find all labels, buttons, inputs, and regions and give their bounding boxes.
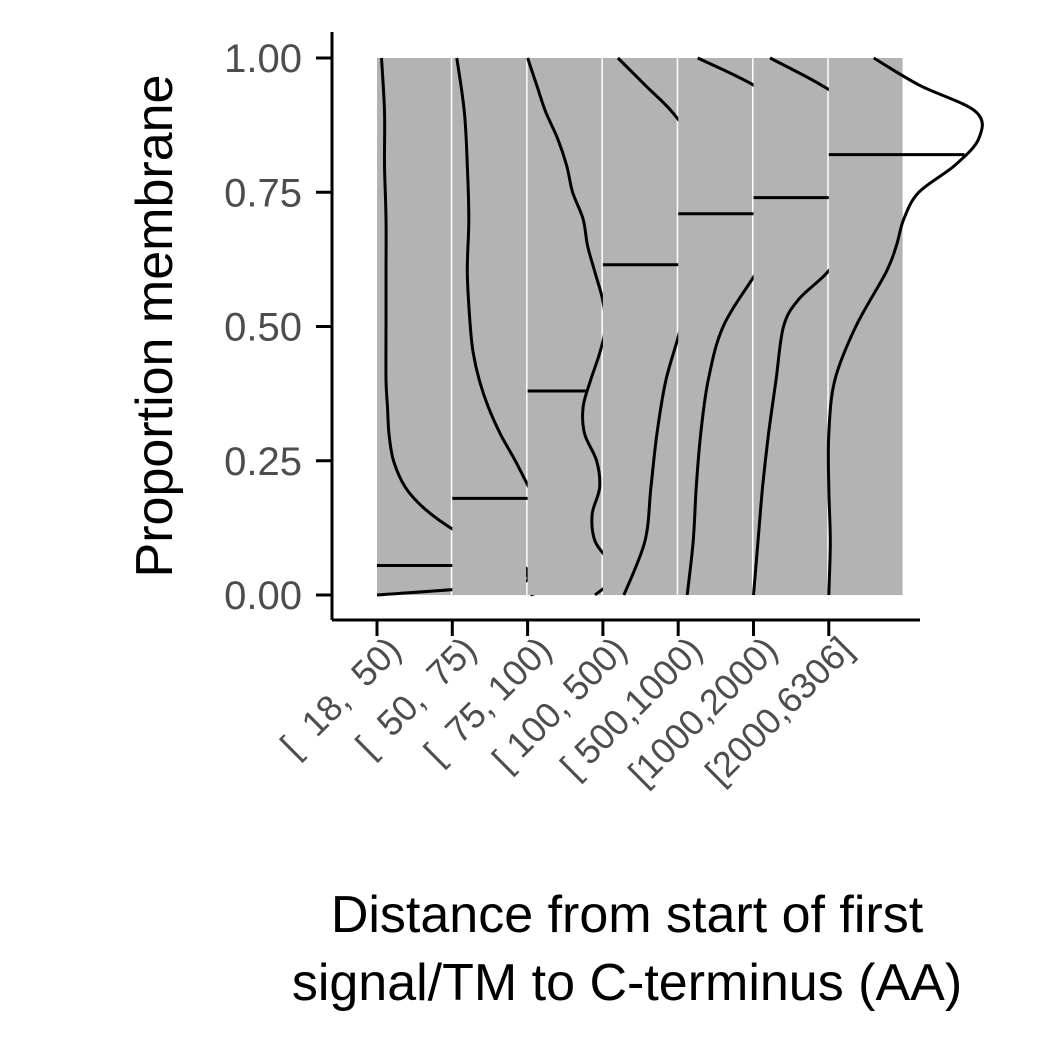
violin-fill (452, 58, 527, 595)
x-ticks: [ 18, 50)[ 50, 75)[ 75, 100)[ 100, 500)[… (272, 620, 860, 794)
violin-group (452, 57, 572, 597)
y-tick-label: 0.50 (224, 306, 302, 350)
violins-layer (376, 56, 984, 597)
x-axis-title-line-1: Distance from start of first (331, 886, 924, 944)
y-tick-label: 0.00 (224, 574, 302, 618)
violin-fill (377, 58, 451, 595)
violin-density-curve (826, 56, 984, 596)
violin-group (752, 56, 885, 596)
violin-fill (602, 58, 677, 595)
violin-fill (527, 58, 602, 595)
violin-group (602, 56, 701, 596)
y-ticks: 0.00 0.25 0.50 0.75 1.00 (224, 37, 332, 618)
y-tick-label: 0.25 (224, 440, 302, 484)
violin-fill (678, 58, 752, 595)
violin-group (526, 57, 616, 597)
violin-fill (753, 58, 828, 595)
violin-density-curve (376, 57, 530, 597)
violin-fill (828, 58, 903, 595)
y-tick-label: 1.00 (224, 37, 302, 81)
y-tick-label: 0.75 (224, 171, 302, 215)
violin-group (826, 56, 984, 596)
x-axis-title-line-2: signal/TM to C-terminus (AA) (292, 954, 962, 1012)
violin-group (376, 57, 530, 597)
y-axis-title: Proportion membrane (126, 75, 184, 578)
